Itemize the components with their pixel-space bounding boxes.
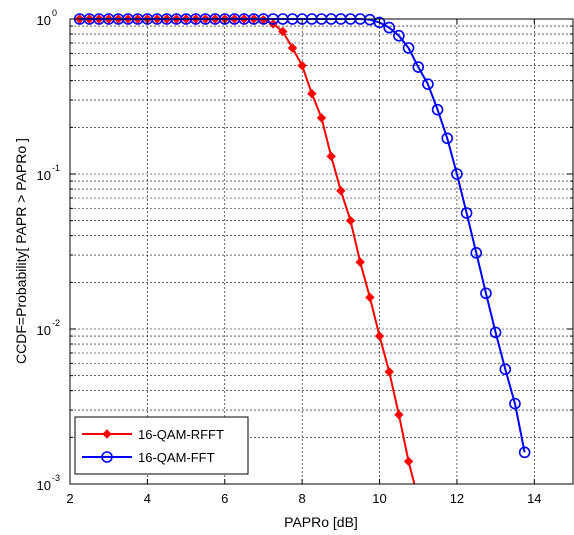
data-point-circle <box>518 446 531 459</box>
x-tick-label: 8 <box>299 491 306 506</box>
data-point-diamond <box>384 367 394 377</box>
data-point-circle <box>412 61 425 73</box>
data-point-diamond <box>345 215 356 226</box>
data-point-diamond <box>307 88 317 99</box>
data-point-diamond <box>336 186 346 196</box>
data-point-diamond <box>326 151 336 162</box>
data-point-diamond <box>374 331 385 341</box>
plot-frame <box>69 18 574 485</box>
data-point-diamond <box>414 495 422 503</box>
data-point-diamond <box>287 43 298 53</box>
y-tick-label: 10 <box>37 323 51 338</box>
data-point-circle <box>393 29 405 42</box>
legend-marker-circle <box>101 451 113 463</box>
plot-background <box>70 19 573 484</box>
y-tick-exponent: -1 <box>52 163 60 173</box>
data-point-circle <box>441 132 454 145</box>
legend-box <box>74 416 249 475</box>
y-tick-label: 10 <box>37 478 51 493</box>
data-point-diamond <box>365 292 375 303</box>
legend-marker-diamond <box>102 429 112 439</box>
data-point-diamond <box>316 113 327 123</box>
data-point-circle <box>373 16 386 29</box>
data-point-circle <box>460 207 473 219</box>
legend: 16-QAM-RFFT 16-QAM-FFT <box>74 416 249 475</box>
y-tick-exponent: -2 <box>52 318 60 328</box>
data-point-diamond <box>355 257 365 267</box>
data-point-circle <box>431 103 444 116</box>
data-point-circle <box>470 247 483 259</box>
data-point-diamond <box>403 456 414 467</box>
y-tick-exponent: -3 <box>52 473 60 483</box>
x-tick-label: 14 <box>527 491 541 506</box>
x-tick-label: 4 <box>144 491 151 506</box>
data-point-diamond <box>278 26 288 37</box>
data-point-circle <box>489 326 502 339</box>
x-tick-label: 10 <box>372 491 386 506</box>
x-tick-label: 2 <box>66 491 73 506</box>
grid <box>70 19 573 484</box>
data-point-circle <box>509 397 521 410</box>
y-tick-label: 10 <box>37 13 51 28</box>
x-axis-label: PAPRo [dB] <box>284 514 358 530</box>
y-tick-label: 10 <box>37 168 51 183</box>
data-point-circle <box>383 21 396 34</box>
data-point-diamond <box>297 60 307 71</box>
data-point-circle <box>402 42 415 54</box>
x-tick-label: 6 <box>221 491 228 506</box>
y-axis-label: CCDF=Probability[ PAPR > PAPRo ] <box>13 138 29 364</box>
data-point-circle <box>422 78 434 90</box>
data-point-diamond <box>394 409 404 420</box>
x-tick-label: 12 <box>450 491 464 506</box>
y-tick-exponent: 0 <box>52 8 57 18</box>
legend-label: 16-QAM-RFFT <box>138 427 224 442</box>
legend-label: 16-QAM-FFT <box>138 450 215 465</box>
data-point-circle <box>451 168 463 180</box>
data-point-circle <box>499 363 512 376</box>
data-point-circle <box>480 287 492 300</box>
